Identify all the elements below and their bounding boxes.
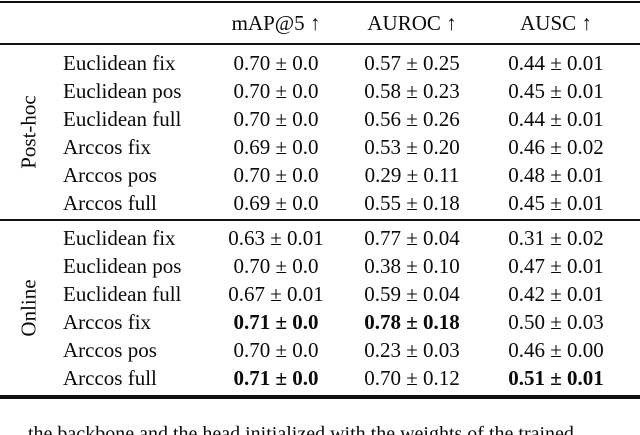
method-label: Arccos fix <box>63 309 152 334</box>
method-label: Euclidean pos <box>63 78 182 103</box>
column-header-map5: mAP@5 ↑ <box>231 10 321 35</box>
value-cell-auroc: 0.56 ± 0.26 <box>364 106 460 131</box>
table-row: Arccos fix 0.69 ± 0.0 0.53 ± 0.20 0.46 ±… <box>0 133 640 161</box>
value-cell-ausc: 0.47 ± 0.01 <box>508 253 604 278</box>
value-cell-map5: 0.70 ± 0.0 <box>233 78 319 103</box>
value-cell-map5: 0.70 ± 0.0 <box>233 253 319 278</box>
value-cell-auroc: 0.57 ± 0.25 <box>364 50 460 75</box>
column-header-auroc: AUROC ↑ <box>367 10 457 35</box>
value-cell-ausc: 0.45 ± 0.01 <box>508 190 604 215</box>
value-cell-map5: 0.70 ± 0.0 <box>233 50 319 75</box>
value-cell-map5: 0.71 ± 0.0 <box>233 365 319 390</box>
value-cell-auroc: 0.53 ± 0.20 <box>364 134 460 159</box>
method-label: Arccos fix <box>63 134 152 159</box>
section-rule <box>0 219 640 221</box>
value-cell-ausc: 0.42 ± 0.01 <box>508 281 604 306</box>
value-cell-map5: 0.67 ± 0.01 <box>228 281 324 306</box>
value-cell-auroc: 0.23 ± 0.03 <box>364 337 460 362</box>
table-header-row: mAP@5 ↑ AUROC ↑ AUSC ↑ <box>0 3 640 43</box>
table-row: Euclidean pos 0.70 ± 0.0 0.58 ± 0.23 0.4… <box>0 77 640 105</box>
value-cell-auroc: 0.55 ± 0.18 <box>364 190 460 215</box>
value-cell-auroc: 0.78 ± 0.18 <box>364 309 460 334</box>
table-row: Euclidean full 0.70 ± 0.0 0.56 ± 0.26 0.… <box>0 105 640 133</box>
table-row: Arccos pos 0.70 ± 0.0 0.29 ± 0.11 0.48 ±… <box>0 161 640 189</box>
value-cell-auroc: 0.29 ± 0.11 <box>364 162 460 187</box>
value-cell-map5: 0.70 ± 0.0 <box>233 162 319 187</box>
group-rows-post-hoc: Euclidean fix 0.70 ± 0.0 0.57 ± 0.25 0.4… <box>0 49 640 217</box>
group-online: Online Euclidean fix 0.63 ± 0.01 0.77 ± … <box>0 221 640 395</box>
method-label: Euclidean pos <box>63 253 182 278</box>
method-label: Arccos pos <box>63 162 157 187</box>
table-row: Euclidean fix 0.70 ± 0.0 0.57 ± 0.25 0.4… <box>0 49 640 77</box>
table-bottom-rule <box>0 395 640 399</box>
method-label: Arccos full <box>63 190 157 215</box>
value-cell-ausc: 0.46 ± 0.00 <box>508 337 604 362</box>
value-cell-map5: 0.69 ± 0.0 <box>233 134 319 159</box>
value-cell-auroc: 0.38 ± 0.10 <box>364 253 460 278</box>
value-cell-auroc: 0.77 ± 0.04 <box>364 225 460 250</box>
value-cell-auroc: 0.58 ± 0.23 <box>364 78 460 103</box>
value-cell-ausc: 0.44 ± 0.01 <box>508 106 604 131</box>
group-rows-online: Euclidean fix 0.63 ± 0.01 0.77 ± 0.04 0.… <box>0 224 640 392</box>
value-cell-ausc: 0.46 ± 0.02 <box>508 134 604 159</box>
value-cell-map5: 0.71 ± 0.0 <box>233 309 319 334</box>
method-label: Euclidean full <box>63 281 182 306</box>
table-row: Euclidean pos 0.70 ± 0.0 0.38 ± 0.10 0.4… <box>0 252 640 280</box>
table-row: Arccos full 0.71 ± 0.0 0.70 ± 0.12 0.51 … <box>0 364 640 392</box>
table-row: Arccos full 0.69 ± 0.0 0.55 ± 0.18 0.45 … <box>0 189 640 217</box>
column-header-ausc: AUSC ↑ <box>520 10 592 35</box>
method-label: Arccos pos <box>63 337 157 362</box>
method-label: Euclidean full <box>63 106 182 131</box>
header-rule <box>0 43 640 45</box>
method-label: Euclidean fix <box>63 225 176 250</box>
group-label-online: Online <box>16 279 41 337</box>
table-row: Euclidean full 0.67 ± 0.01 0.59 ± 0.04 0… <box>0 280 640 308</box>
value-cell-map5: 0.70 ± 0.0 <box>233 106 319 131</box>
method-label: Arccos full <box>63 365 157 390</box>
value-cell-ausc: 0.44 ± 0.01 <box>508 50 604 75</box>
value-cell-ausc: 0.45 ± 0.01 <box>508 78 604 103</box>
table-row: Euclidean fix 0.63 ± 0.01 0.77 ± 0.04 0.… <box>0 224 640 252</box>
caption-fragment: the backbone and the head initialized wi… <box>28 423 574 435</box>
table-top-rule <box>0 1 640 3</box>
value-cell-ausc: 0.48 ± 0.01 <box>508 162 604 187</box>
table-row: Arccos fix 0.71 ± 0.0 0.78 ± 0.18 0.50 ±… <box>0 308 640 336</box>
value-cell-ausc: 0.51 ± 0.01 <box>508 365 604 390</box>
value-cell-ausc: 0.50 ± 0.03 <box>508 309 604 334</box>
value-cell-ausc: 0.31 ± 0.02 <box>508 225 604 250</box>
value-cell-auroc: 0.70 ± 0.12 <box>364 365 460 390</box>
value-cell-map5: 0.69 ± 0.0 <box>233 190 319 215</box>
method-label: Euclidean fix <box>63 50 176 75</box>
group-label-post-hoc: Post-hoc <box>16 95 41 169</box>
group-post-hoc: Post-hoc Euclidean fix 0.70 ± 0.0 0.57 ±… <box>0 45 640 219</box>
table-row: Arccos pos 0.70 ± 0.0 0.23 ± 0.03 0.46 ±… <box>0 336 640 364</box>
value-cell-map5: 0.70 ± 0.0 <box>233 337 319 362</box>
value-cell-map5: 0.63 ± 0.01 <box>228 225 324 250</box>
value-cell-auroc: 0.59 ± 0.04 <box>364 281 460 306</box>
